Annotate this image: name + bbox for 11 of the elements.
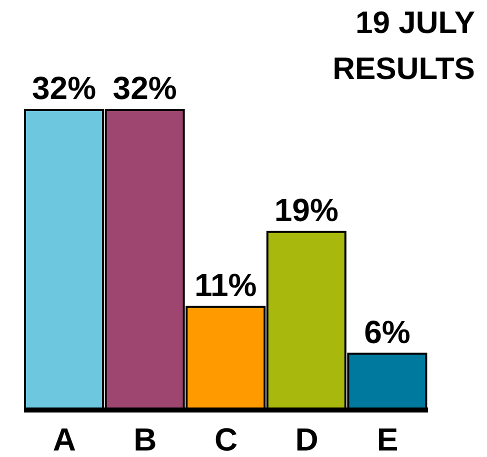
data-label: 19% — [274, 192, 338, 228]
x-tick-label: B — [134, 422, 157, 457]
x-tick-label: E — [376, 422, 398, 457]
chart-title: 19 JULY RESULTS — [332, 4, 475, 88]
data-label: 6% — [364, 314, 410, 350]
x-tick-label: A — [52, 422, 76, 457]
x-tick-label: C — [214, 422, 238, 457]
x-tick-label: D — [295, 422, 318, 457]
data-label: 32% — [32, 70, 96, 106]
data-label: 11% — [194, 266, 257, 303]
data-label: 32% — [112, 70, 177, 106]
